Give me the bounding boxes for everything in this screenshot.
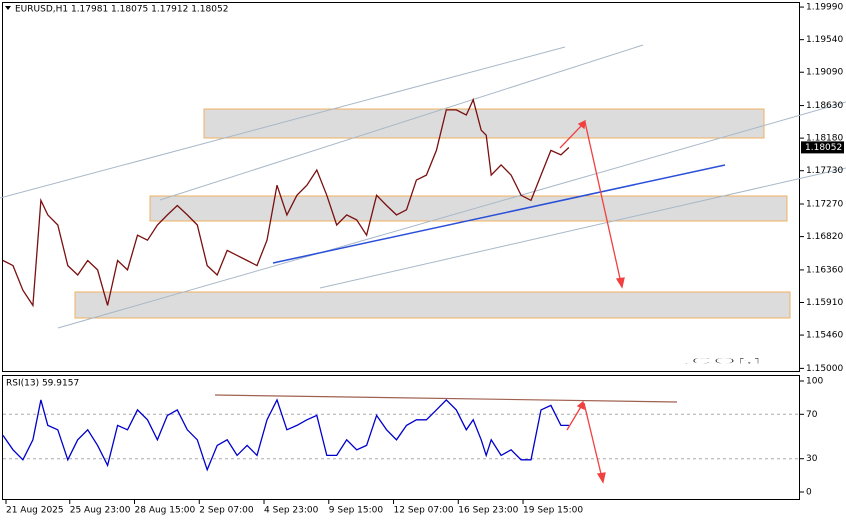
trend-lines xyxy=(0,44,846,329)
x-tick-label: 21 Aug 2025 xyxy=(6,506,64,516)
trend-line xyxy=(0,46,566,199)
y-tick-label: 1.15910 xyxy=(806,298,843,308)
y-tick-label: 1.18180 xyxy=(806,134,843,144)
watermark-text: .COM xyxy=(682,356,762,366)
rsi-panel xyxy=(2,375,800,500)
last-price-label: 1.18052 xyxy=(805,143,842,153)
zone xyxy=(149,195,788,222)
y-tick-label: 1.18630 xyxy=(806,101,843,111)
forecast-arrows xyxy=(559,119,625,484)
price-panel xyxy=(2,2,800,372)
y-tick-label: 1.15460 xyxy=(806,331,843,341)
x-tick-label: 28 Aug 15:00 xyxy=(135,506,196,516)
x-tick-label: 25 Aug 23:00 xyxy=(70,506,131,516)
zone xyxy=(74,291,791,319)
x-tick-label: 9 Sep 15:00 xyxy=(329,506,384,516)
y-tick-label: 1.19090 xyxy=(806,68,843,78)
watermark-text: INVESTOR xyxy=(345,356,684,366)
rsi-header: RSI(13) 59.9157 xyxy=(6,379,79,389)
arrow xyxy=(559,123,584,149)
y-tick-label: 1.19540 xyxy=(806,35,843,45)
x-tick-label: 19 Sep 15:00 xyxy=(523,506,583,516)
support-line xyxy=(272,164,726,264)
y-tick-label: 1.16820 xyxy=(806,232,843,242)
y-tick-label: 1.16360 xyxy=(806,265,843,275)
trend-line xyxy=(57,101,846,329)
resistance-line xyxy=(214,394,678,403)
price-line xyxy=(2,398,569,472)
trend-line xyxy=(159,44,644,201)
y-tick-label: 100 xyxy=(806,376,823,386)
arrow-head xyxy=(576,119,625,484)
symbol-header: EURUSD,H1 1.17981 1.18075 1.17912 1.1805… xyxy=(15,5,228,15)
y-tick-label: 1.19990 xyxy=(806,3,843,13)
y-tick-label: 1.17270 xyxy=(806,200,843,210)
x-tick-label: 4 Sep 23:00 xyxy=(264,506,319,516)
y-tick-label: 70 xyxy=(806,410,818,420)
watermark: BEL INVESTOR .COM xyxy=(249,355,763,367)
y-tick-label: 0 xyxy=(806,488,812,498)
y-tick-label: 1.17730 xyxy=(806,166,843,176)
watermark-text: BEL xyxy=(250,356,345,366)
menu-triangle xyxy=(5,6,11,10)
last-price-tag xyxy=(801,141,844,154)
arrow xyxy=(583,402,603,479)
x-tick-label: 16 Sep 23:00 xyxy=(458,506,518,516)
arrow xyxy=(584,121,622,284)
trend-line xyxy=(319,167,846,289)
x-tick-label: 2 Sep 07:00 xyxy=(199,506,254,516)
x-tick-label: 12 Sep 07:00 xyxy=(394,506,454,516)
arrow xyxy=(566,404,583,431)
y-tick-label: 30 xyxy=(806,454,818,464)
y-tick-label: 1.15000 xyxy=(806,364,843,374)
marks xyxy=(2,97,800,472)
price-line xyxy=(2,97,570,308)
